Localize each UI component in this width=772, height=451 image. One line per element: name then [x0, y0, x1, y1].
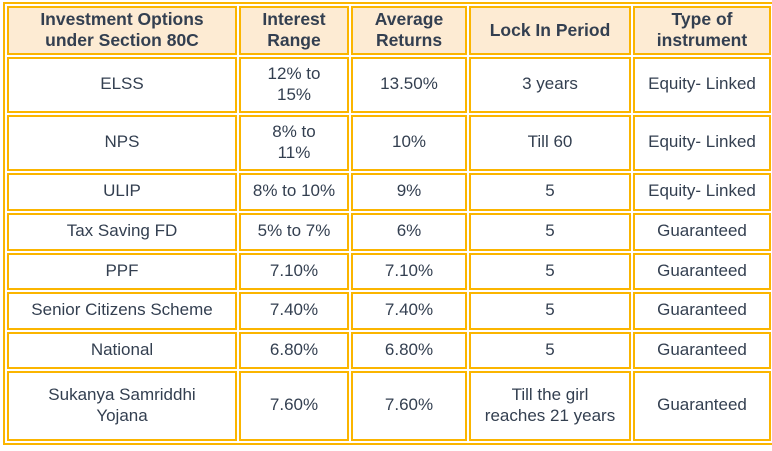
- cell-interest-range: 7.60%: [239, 370, 349, 441]
- table-row-nps: NPS 8% to 11% 10% Till 60 Equity- Linked: [7, 114, 771, 171]
- table-row-national: National 6.80% 6.80% 5 Guaranteed: [7, 331, 771, 369]
- cell-option-name: ULIP: [7, 172, 237, 211]
- cell-lock-in-period: 5: [469, 331, 631, 369]
- cell-instrument-type: Guaranteed: [633, 212, 771, 251]
- column-header-lock-in-period: Lock In Period: [469, 6, 631, 55]
- cell-interest-range: 7.10%: [239, 252, 349, 290]
- cell-option-name: National: [7, 331, 237, 369]
- table-header: Investment Options under Section 80C Int…: [7, 6, 771, 55]
- table-row-elss: ELSS 12% to 15% 13.50% 3 years Equity- L…: [7, 56, 771, 113]
- cell-interest-range: 8% to 11%: [239, 114, 349, 171]
- cell-lock-in-period: 3 years: [469, 56, 631, 113]
- cell-lock-in-period: Till 60: [469, 114, 631, 171]
- cell-interest-range: 6.80%: [239, 331, 349, 369]
- cell-instrument-type: Guaranteed: [633, 252, 771, 290]
- table-body: ELSS 12% to 15% 13.50% 3 years Equity- L…: [7, 56, 771, 441]
- column-header-investment-options: Investment Options under Section 80C: [7, 6, 237, 55]
- cell-option-name: PPF: [7, 252, 237, 290]
- header-row: Investment Options under Section 80C Int…: [7, 6, 771, 55]
- cell-option-name: Tax Saving FD: [7, 212, 237, 251]
- cell-instrument-type: Equity- Linked: [633, 172, 771, 211]
- table-row-ppf: PPF 7.10% 7.10% 5 Guaranteed: [7, 252, 771, 290]
- cell-lock-in-period: 5: [469, 172, 631, 211]
- cell-instrument-type: Guaranteed: [633, 331, 771, 369]
- cell-option-name: NPS: [7, 114, 237, 171]
- cell-average-returns: 7.40%: [351, 291, 467, 330]
- cell-average-returns: 13.50%: [351, 56, 467, 113]
- investment-options-table: Investment Options under Section 80C Int…: [3, 2, 772, 445]
- cell-instrument-type: Guaranteed: [633, 291, 771, 330]
- cell-instrument-type: Equity- Linked: [633, 114, 771, 171]
- cell-option-name: ELSS: [7, 56, 237, 113]
- cell-instrument-type: Equity- Linked: [633, 56, 771, 113]
- cell-average-returns: 9%: [351, 172, 467, 211]
- column-header-average-returns: Average Returns: [351, 6, 467, 55]
- cell-interest-range: 7.40%: [239, 291, 349, 330]
- cell-option-name: Sukanya Samriddhi Yojana: [7, 370, 237, 441]
- cell-instrument-type: Guaranteed: [633, 370, 771, 441]
- cell-interest-range: 8% to 10%: [239, 172, 349, 211]
- table-row-sukanya-samriddhi-yojana: Sukanya Samriddhi Yojana 7.60% 7.60% Til…: [7, 370, 771, 441]
- table-row-ulip: ULIP 8% to 10% 9% 5 Equity- Linked: [7, 172, 771, 211]
- cell-option-name: Senior Citizens Scheme: [7, 291, 237, 330]
- column-header-interest-range: Interest Range: [239, 6, 349, 55]
- cell-interest-range: 12% to 15%: [239, 56, 349, 113]
- cell-average-returns: 7.60%: [351, 370, 467, 441]
- cell-lock-in-period: Till the girl reaches 21 years: [469, 370, 631, 441]
- cell-average-returns: 10%: [351, 114, 467, 171]
- table-row-senior-citizens-scheme: Senior Citizens Scheme 7.40% 7.40% 5 Gua…: [7, 291, 771, 330]
- cell-lock-in-period: 5: [469, 212, 631, 251]
- cell-lock-in-period: 5: [469, 291, 631, 330]
- table-row-tax-saving-fd: Tax Saving FD 5% to 7% 6% 5 Guaranteed: [7, 212, 771, 251]
- cell-average-returns: 6%: [351, 212, 467, 251]
- column-header-type-of-instrument: Type of instrument: [633, 6, 771, 55]
- cell-interest-range: 5% to 7%: [239, 212, 349, 251]
- cell-lock-in-period: 5: [469, 252, 631, 290]
- cell-average-returns: 7.10%: [351, 252, 467, 290]
- cell-average-returns: 6.80%: [351, 331, 467, 369]
